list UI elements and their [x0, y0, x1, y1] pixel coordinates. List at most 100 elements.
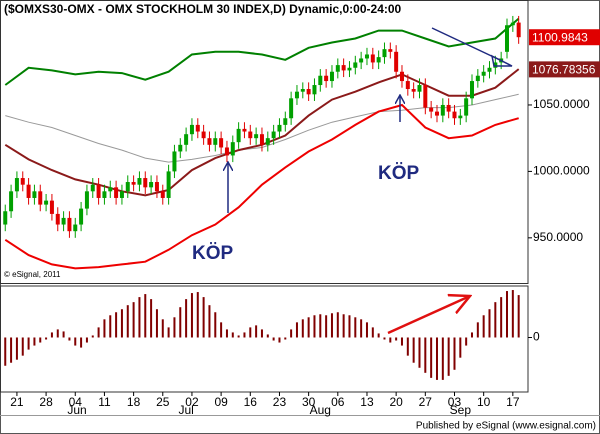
- plot: 950.0000 1000.0000 1050.0000 0 21 28 04 11 18 25 0…: [3, 15, 600, 417]
- candle-body: [464, 98, 469, 116]
- candle-body: [382, 49, 387, 58]
- histogram-bar: [482, 315, 485, 338]
- histogram-bar: [33, 337, 36, 346]
- candle-body: [137, 178, 142, 185]
- histogram-bar: [132, 302, 135, 338]
- histogram-bar: [360, 319, 363, 338]
- histogram-bar: [307, 317, 310, 338]
- candle-body: [306, 89, 311, 95]
- histogram-bar: [295, 322, 298, 338]
- x-tick-label: 23: [273, 395, 287, 409]
- candle-body: [493, 62, 498, 68]
- histogram-bar: [505, 291, 508, 338]
- histogram-bar: [290, 329, 293, 338]
- histogram-bar: [62, 331, 65, 338]
- histogram-bar: [27, 337, 30, 350]
- price-tag-label: 1076.78356: [532, 63, 596, 77]
- candle-body: [440, 104, 445, 116]
- y-tick-label: 950.0000: [533, 230, 583, 244]
- candle-body: [376, 57, 381, 63]
- x-tick-label: 27: [419, 395, 433, 409]
- candle-body: [38, 191, 43, 205]
- x-tick-label: 03: [448, 395, 462, 409]
- candle-body: [364, 54, 369, 59]
- candle-body: [9, 191, 14, 212]
- histogram-bar: [348, 315, 351, 338]
- candle-body: [458, 115, 463, 119]
- histogram-bar: [50, 332, 53, 338]
- histogram-bar: [430, 337, 433, 378]
- candle-body: [417, 85, 422, 92]
- candle-body: [49, 200, 54, 214]
- month-label: Jul: [178, 403, 193, 417]
- histogram-bar: [196, 292, 199, 338]
- histogram-bar: [45, 337, 48, 340]
- histogram-bar: [56, 329, 59, 338]
- histogram-bar: [115, 312, 118, 338]
- candle-body: [359, 58, 364, 63]
- histogram-bar: [190, 293, 193, 338]
- histogram-bar: [39, 337, 42, 343]
- candle-body: [90, 184, 95, 192]
- candle-body: [341, 65, 346, 71]
- band-line: [4, 103, 519, 270]
- histogram-bar: [418, 337, 421, 368]
- x-tick-label: 30: [302, 395, 316, 409]
- histogram-bar: [161, 319, 164, 338]
- x-tick-label: 21: [10, 395, 24, 409]
- candle-body: [452, 111, 457, 119]
- candle-body: [423, 85, 428, 108]
- candle-body: [143, 178, 148, 188]
- histogram-bar: [511, 290, 514, 338]
- histogram-bar: [144, 294, 147, 338]
- x-tick-label: 06: [331, 395, 345, 409]
- candle-body: [254, 134, 259, 139]
- candle-body: [271, 131, 276, 139]
- candle-body: [370, 54, 375, 63]
- x-tick-label: 13: [360, 395, 374, 409]
- histogram-bar: [447, 337, 450, 376]
- histogram-bar: [225, 329, 228, 338]
- histogram-bar: [383, 337, 386, 340]
- candle-body: [213, 138, 218, 145]
- candle-body: [26, 184, 31, 198]
- histogram-bar: [85, 337, 88, 343]
- candle-body: [79, 208, 84, 225]
- histogram-bar: [330, 313, 333, 338]
- candle-body: [434, 111, 439, 116]
- histogram-bar: [453, 337, 456, 370]
- candle-body: [201, 131, 206, 139]
- histogram-bar: [389, 337, 392, 343]
- histogram-bar: [120, 309, 123, 338]
- histogram-bar: [371, 327, 374, 338]
- histogram-bar: [400, 337, 403, 346]
- y-tick-label: 1000.0000: [533, 164, 590, 178]
- histogram-bar: [441, 337, 444, 380]
- x-tick-label: 20: [389, 395, 403, 409]
- candle-body: [3, 211, 8, 225]
- histogram-bar: [173, 317, 176, 338]
- candle-body: [61, 217, 66, 225]
- histogram-bar: [74, 337, 77, 346]
- candle-body: [219, 138, 224, 148]
- histogram-bar: [167, 327, 170, 338]
- candle-body: [283, 118, 288, 125]
- histogram-bar: [354, 317, 357, 338]
- month-label: Aug: [310, 403, 331, 417]
- candle-body: [55, 213, 60, 225]
- histogram-bar: [266, 334, 269, 338]
- candle-body: [335, 65, 340, 72]
- candle-body: [318, 75, 323, 86]
- candle-body: [20, 178, 25, 185]
- candle-body: [73, 224, 78, 232]
- histogram-bar: [284, 337, 287, 340]
- histogram-bar: [208, 305, 211, 338]
- candle-body: [67, 217, 72, 232]
- histogram-bar: [336, 312, 339, 338]
- histogram-bar: [91, 335, 94, 338]
- candle-body: [114, 187, 119, 198]
- candle-body: [184, 134, 189, 145]
- histogram-bar: [15, 337, 18, 360]
- candle-body: [84, 191, 89, 209]
- x-tick-label: 16: [244, 395, 258, 409]
